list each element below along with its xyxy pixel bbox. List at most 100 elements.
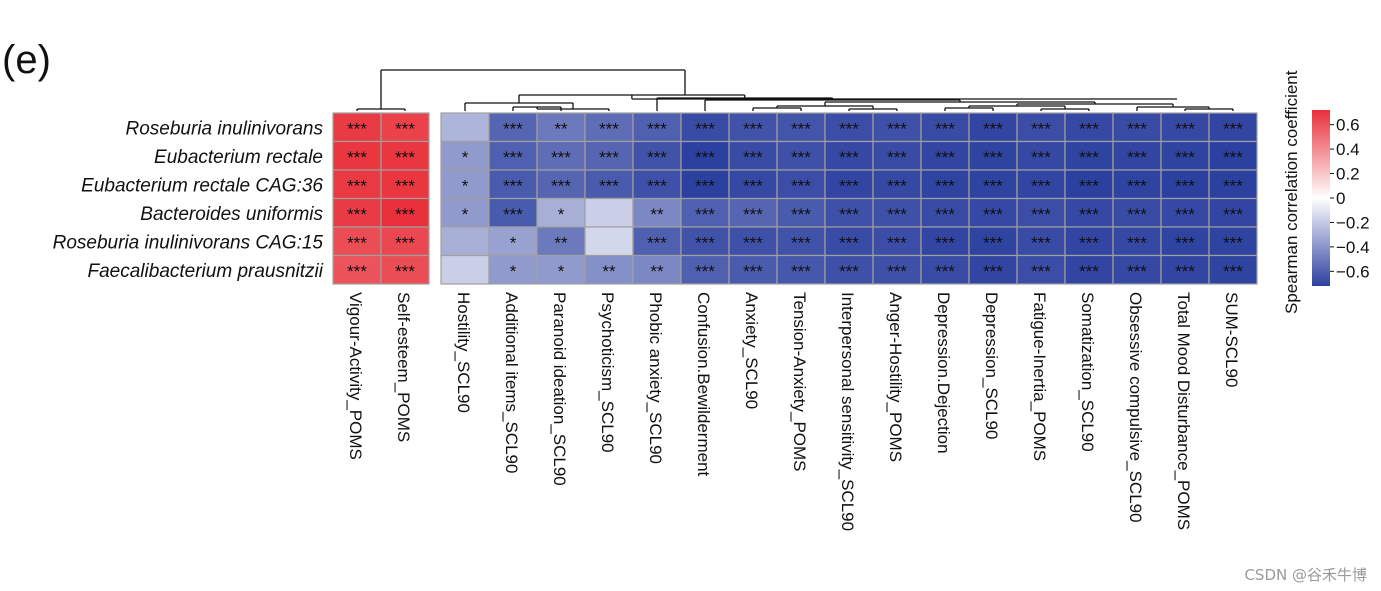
heatmap-cell <box>632 140 682 171</box>
heatmap-cell <box>536 226 586 257</box>
column-labels: Vigour-Activity_POMS Self-esteem_POMS Host… <box>346 292 1241 531</box>
column-label: Fatigue-Inertia_POMS <box>1030 292 1049 461</box>
row-label: Roseburia inulinivorans <box>126 118 324 139</box>
legend-tick-label: −0.4 <box>1336 238 1370 257</box>
column-label: Psychoticism_SCL90 <box>598 292 617 453</box>
significance-label: *** <box>395 119 415 138</box>
significance-label: *** <box>503 148 523 167</box>
significance-label: *** <box>1031 205 1051 224</box>
heatmap-cell <box>1112 169 1162 200</box>
heatmap-cell <box>1208 112 1258 143</box>
significance-label: *** <box>791 205 811 224</box>
significance-label: *** <box>1079 176 1099 195</box>
heatmap-cell <box>380 140 430 171</box>
significance-label: ** <box>554 119 568 138</box>
significance-label: * <box>558 262 565 281</box>
significance-label: *** <box>1127 233 1147 252</box>
heatmap-cell <box>380 254 430 285</box>
column-label: Paranoid ideation_SCL90 <box>550 292 569 486</box>
significance-label: * <box>462 148 469 167</box>
significance-label: *** <box>743 119 763 138</box>
heatmap-cell <box>1112 226 1162 257</box>
heatmap-cell <box>728 169 778 200</box>
heatmap-cell <box>1064 197 1114 228</box>
significance-label: *** <box>1223 262 1243 281</box>
column-dendrogram <box>356 69 1234 111</box>
heatmap-cell <box>872 226 922 257</box>
significance-label: *** <box>983 148 1003 167</box>
significance-label: *** <box>791 262 811 281</box>
significance-label: *** <box>647 119 667 138</box>
significance-label: *** <box>1127 119 1147 138</box>
significance-label: *** <box>1079 119 1099 138</box>
significance-label: ** <box>554 233 568 252</box>
significance-label: *** <box>1175 119 1195 138</box>
heatmap-cell <box>1016 140 1066 171</box>
significance-label: *** <box>1223 205 1243 224</box>
significance-label: *** <box>395 148 415 167</box>
significance-label: *** <box>1079 148 1099 167</box>
significance-label: *** <box>791 233 811 252</box>
significance-label: *** <box>935 262 955 281</box>
significance-label: *** <box>743 176 763 195</box>
significance-label: *** <box>1079 205 1099 224</box>
column-label: Somatization_SCL90 <box>1078 292 1097 452</box>
significance-label: *** <box>1031 233 1051 252</box>
significance-label: *** <box>347 233 367 252</box>
significance-label: ** <box>650 262 664 281</box>
row-label: Bacteroides uniformis <box>140 204 323 225</box>
significance-label: *** <box>1175 176 1195 195</box>
column-label: Additional items_SCL90 <box>502 292 521 473</box>
legend-colorbar <box>1312 110 1330 286</box>
significance-label: *** <box>743 205 763 224</box>
significance-labels: *** *** *** ** *** *** *** *** *** *** *** *** *** **… <box>347 119 1243 281</box>
significance-label: *** <box>347 205 367 224</box>
significance-label: *** <box>839 262 859 281</box>
heatmap-cell <box>872 169 922 200</box>
column-label: Obsessive compulsive_SCL90 <box>1126 292 1145 523</box>
significance-label: *** <box>503 176 523 195</box>
significance-label: *** <box>599 148 619 167</box>
heatmap-cell <box>680 112 730 143</box>
significance-label: *** <box>743 262 763 281</box>
significance-label: * <box>558 205 565 224</box>
heatmap-cell <box>632 169 682 200</box>
heatmap-cell <box>1160 254 1210 285</box>
column-label: Confusion.Bewilderment <box>694 292 713 477</box>
heatmap-cell <box>776 254 826 285</box>
significance-label: *** <box>647 148 667 167</box>
significance-label: *** <box>1079 233 1099 252</box>
legend-tick-label: −0.6 <box>1336 262 1370 281</box>
heatmap-cell <box>1112 112 1162 143</box>
significance-label: *** <box>791 148 811 167</box>
row-label: Roseburia inulinivorans CAG:15 <box>53 232 324 253</box>
significance-label: *** <box>935 233 955 252</box>
heatmap-cell <box>920 140 970 171</box>
significance-label: *** <box>347 262 367 281</box>
significance-label: *** <box>887 205 907 224</box>
heatmap-cell <box>584 197 634 228</box>
row-label: Eubacterium rectale <box>154 147 323 168</box>
heatmap-cell <box>632 254 682 285</box>
significance-label: *** <box>1175 262 1195 281</box>
significance-label: *** <box>395 205 415 224</box>
significance-label: *** <box>887 233 907 252</box>
significance-label: *** <box>695 262 715 281</box>
significance-label: * <box>462 205 469 224</box>
significance-label: *** <box>695 148 715 167</box>
heatmap-cell <box>440 226 490 257</box>
significance-label: *** <box>1031 176 1051 195</box>
significance-label: *** <box>935 119 955 138</box>
significance-label: *** <box>395 262 415 281</box>
significance-label: *** <box>347 148 367 167</box>
row-label: Eubacterium rectale CAG:36 <box>81 175 323 196</box>
significance-label: *** <box>1031 119 1051 138</box>
legend-tick-label: 0.2 <box>1336 165 1360 184</box>
heatmap-cell <box>1208 254 1258 285</box>
significance-label: *** <box>887 176 907 195</box>
heatmap-cell <box>440 169 490 200</box>
significance-label: ** <box>650 205 664 224</box>
significance-label: *** <box>695 205 715 224</box>
significance-label: *** <box>1127 262 1147 281</box>
